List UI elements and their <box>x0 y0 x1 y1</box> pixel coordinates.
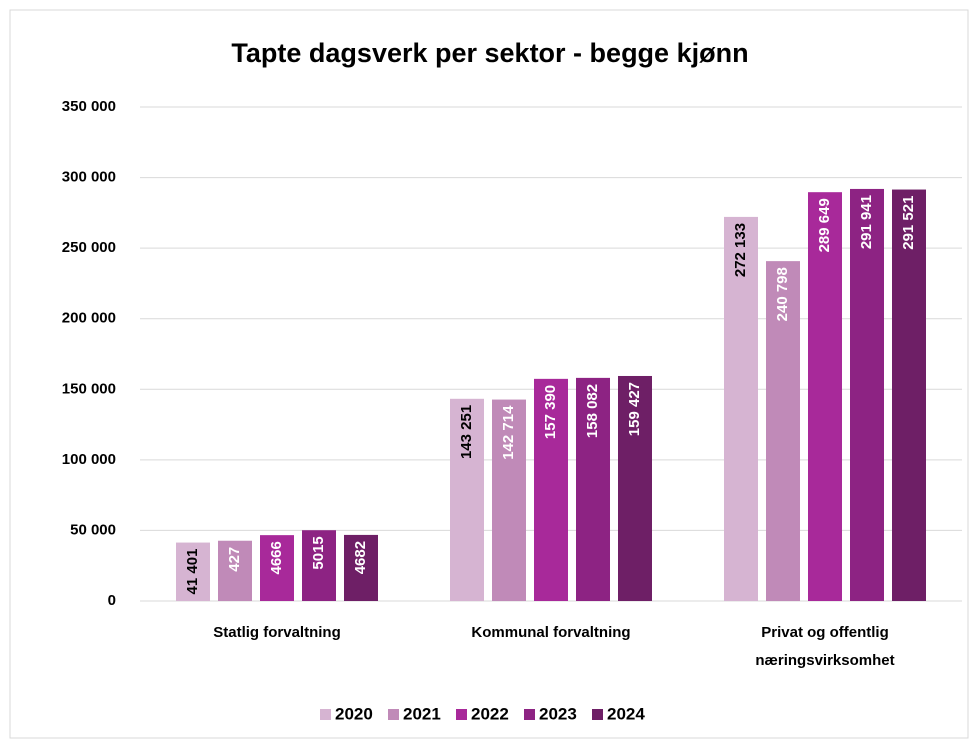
bar <box>450 398 484 601</box>
bar <box>302 530 336 601</box>
bar <box>576 377 610 601</box>
data-label: 5015 <box>310 536 327 569</box>
y-tick-label: 150 000 <box>62 380 116 397</box>
data-label: 272 133 <box>732 223 749 277</box>
bar <box>534 378 568 601</box>
y-tick-label: 350 000 <box>62 98 116 115</box>
data-label: 158 082 <box>584 384 601 438</box>
bar <box>618 375 652 601</box>
y-tick-label: 250 000 <box>62 239 116 256</box>
legend-label: 2020 <box>335 704 373 723</box>
data-label: 291 941 <box>858 195 875 249</box>
bar <box>724 216 758 602</box>
data-label: 427 <box>226 547 243 572</box>
y-tick-label: 200 000 <box>62 310 116 327</box>
legend-label: 2021 <box>403 704 441 723</box>
data-label: 159 427 <box>626 382 643 436</box>
x-tick-label-line: næringsvirksomhet <box>755 652 894 669</box>
y-tick-label: 0 <box>108 592 116 609</box>
data-label: 291 521 <box>900 196 917 250</box>
y-tick-label: 100 000 <box>62 451 116 468</box>
data-label: 157 390 <box>542 385 559 439</box>
data-label: 289 649 <box>816 198 833 252</box>
data-label: 4666 <box>268 541 285 574</box>
legend-swatch <box>592 709 603 720</box>
data-label: 143 251 <box>458 405 475 459</box>
data-label: 4682 <box>352 541 369 574</box>
y-tick-label: 50 000 <box>70 521 116 538</box>
bar <box>344 534 378 601</box>
legend-label: 2022 <box>471 704 509 723</box>
chart-title: Tapte dagsverk per sektor - begge kjønn <box>231 38 748 68</box>
bar <box>766 261 800 601</box>
legend-swatch <box>320 709 331 720</box>
bar <box>808 192 842 601</box>
data-label: 240 798 <box>774 267 791 321</box>
x-tick-label-line: Privat og offentlig <box>761 624 889 641</box>
bar <box>176 542 210 601</box>
data-label: 41 401 <box>184 549 201 595</box>
data-label: 142 714 <box>500 405 517 460</box>
bar <box>850 188 884 601</box>
y-tick-label: 300 000 <box>62 169 116 186</box>
x-tick-label: Statlig forvaltning <box>213 624 341 641</box>
bar <box>260 535 294 601</box>
legend-label: 2023 <box>539 704 577 723</box>
bar <box>492 399 526 601</box>
legend-label: 2024 <box>607 704 645 723</box>
bar <box>892 189 926 601</box>
bar <box>218 540 252 601</box>
legend-swatch <box>524 709 535 720</box>
legend-swatch <box>456 709 467 720</box>
x-tick-label: Privat og offentlig næringsvirksomhet <box>755 624 894 669</box>
x-tick-label: Kommunal forvaltning <box>471 624 630 641</box>
legend-swatch <box>388 709 399 720</box>
